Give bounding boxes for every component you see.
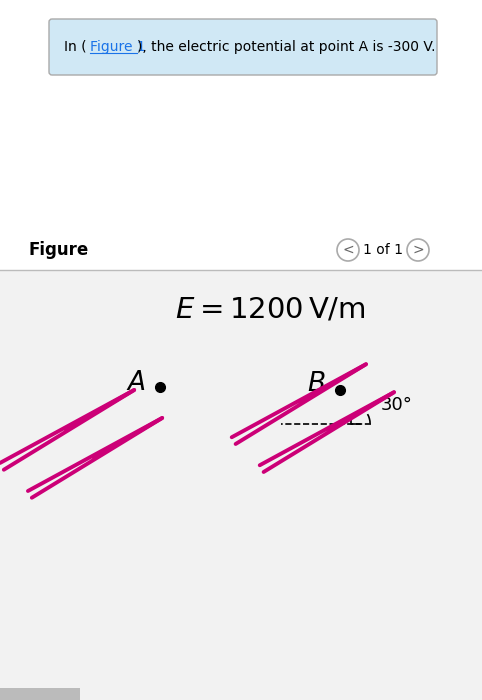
Text: $E = 1200\,\mathrm{V/m}$: $E = 1200\,\mathrm{V/m}$ — [175, 296, 366, 324]
Text: Figure 1: Figure 1 — [90, 40, 146, 54]
Text: ), the electric potential at point A is -300 V.: ), the electric potential at point A is … — [137, 40, 436, 54]
Text: In (: In ( — [64, 40, 87, 54]
Bar — [0, 688, 80, 700]
Bar — [0, 270, 482, 700]
Text: 1 of 1: 1 of 1 — [363, 243, 403, 257]
Text: Figure: Figure — [28, 241, 88, 259]
Text: B: B — [307, 371, 325, 397]
FancyBboxPatch shape — [49, 19, 437, 75]
Text: <: < — [342, 243, 354, 257]
Text: >: > — [412, 243, 424, 257]
Text: 30°: 30° — [381, 395, 413, 414]
Text: A: A — [127, 370, 145, 396]
